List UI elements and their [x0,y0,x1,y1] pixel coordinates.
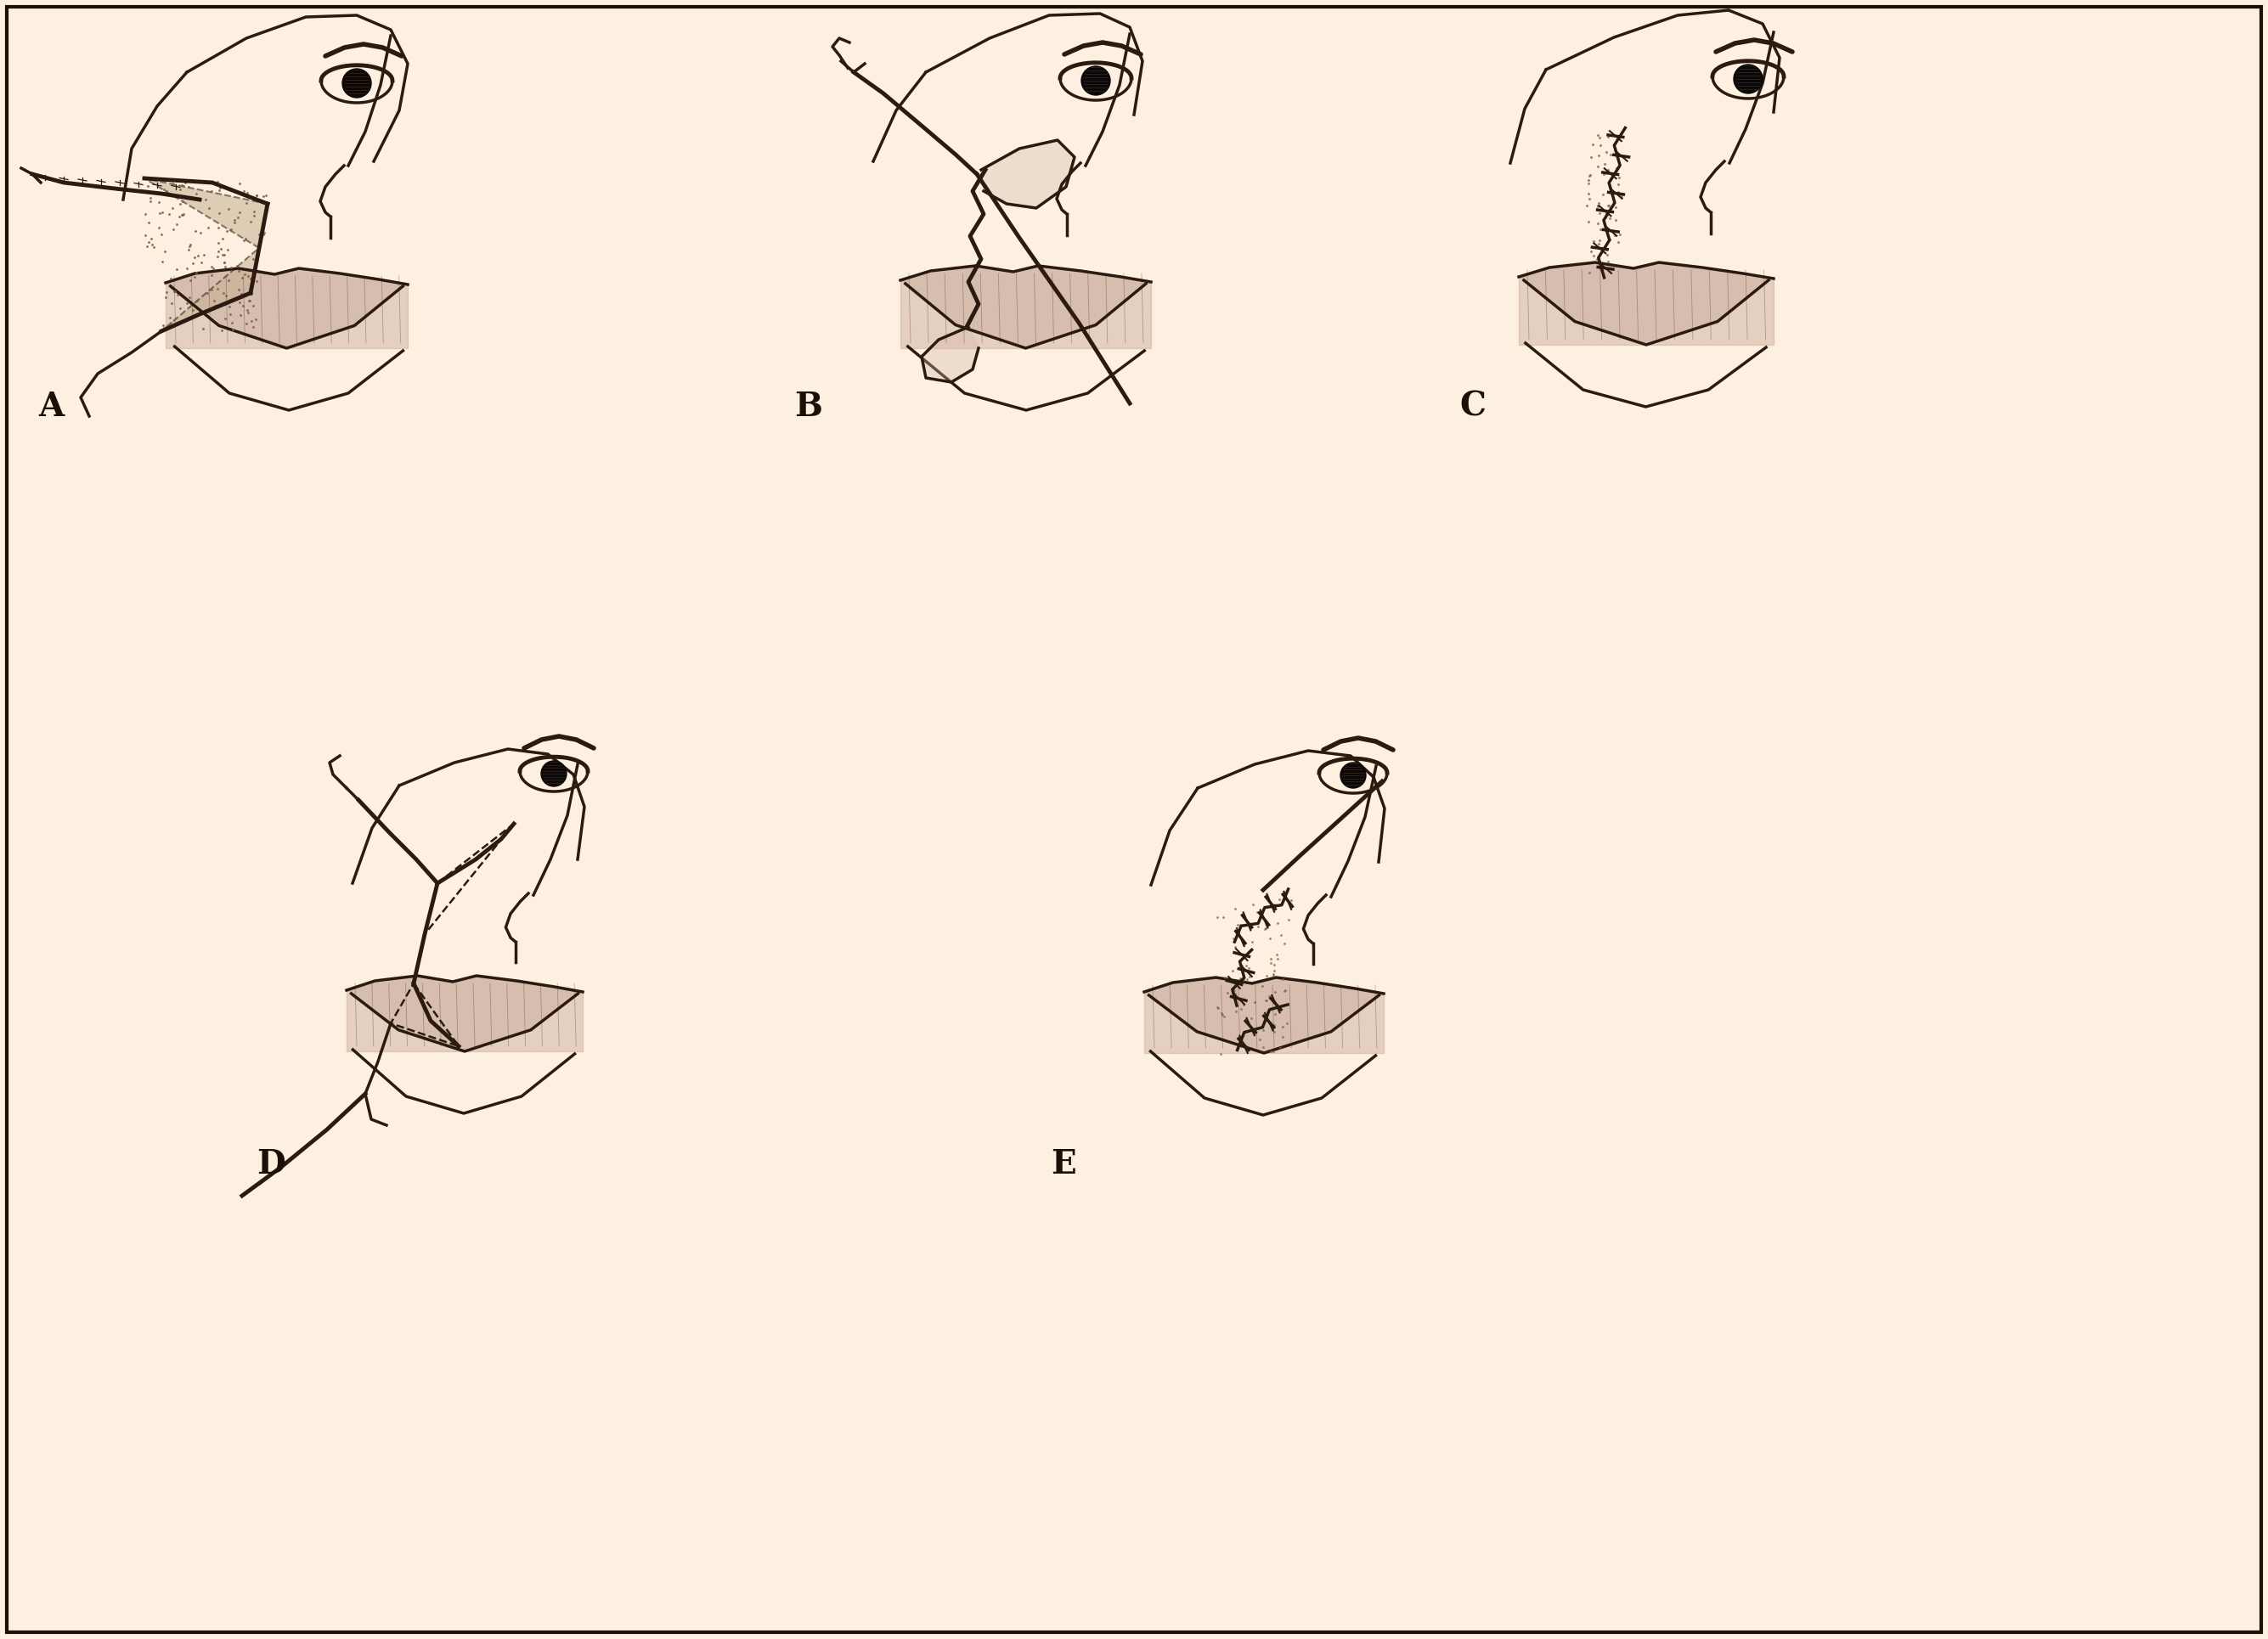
Circle shape [1340,762,1365,788]
Text: E: E [1050,1149,1075,1180]
Text: A: A [39,390,64,423]
Circle shape [342,69,372,98]
Polygon shape [1143,977,1383,1052]
Polygon shape [1520,262,1774,344]
Text: C: C [1458,390,1486,423]
Text: B: B [794,390,821,423]
Text: D: D [256,1149,286,1180]
Polygon shape [982,139,1075,208]
Circle shape [1082,66,1111,95]
Polygon shape [145,179,268,247]
Polygon shape [900,266,1150,347]
Polygon shape [347,975,583,1051]
Polygon shape [161,247,259,331]
Polygon shape [921,326,978,382]
Circle shape [1733,64,1762,93]
Circle shape [542,760,567,787]
Polygon shape [166,269,408,347]
